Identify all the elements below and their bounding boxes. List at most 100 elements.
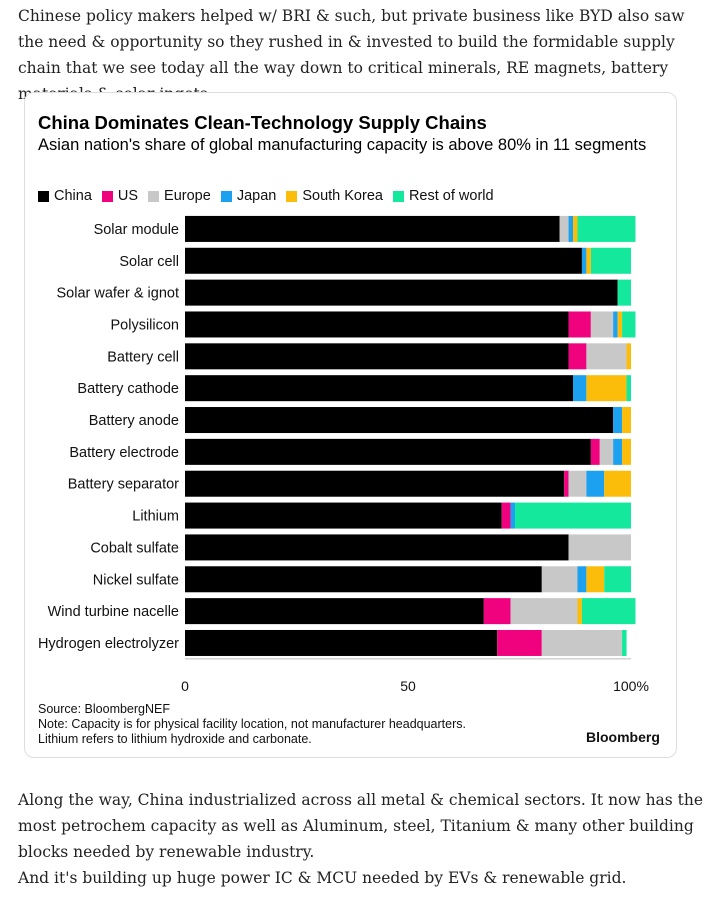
bar-segment bbox=[617, 279, 631, 306]
outro-line: And it's building up huge power IC & MCU… bbox=[18, 869, 627, 887]
bar-segment bbox=[573, 215, 578, 242]
bar-segment bbox=[185, 470, 565, 497]
category-label: Battery cell bbox=[107, 349, 179, 365]
bar-segment bbox=[185, 534, 569, 561]
bar-segment bbox=[590, 247, 631, 274]
bar-segment bbox=[622, 438, 631, 465]
bar-segment bbox=[577, 215, 636, 242]
bar-segment bbox=[564, 470, 569, 497]
source-note: Source: BloombergNEF bbox=[38, 702, 171, 716]
bar-segment bbox=[626, 375, 631, 402]
bar-segment bbox=[622, 311, 636, 338]
bar-segment bbox=[559, 215, 569, 242]
chart-subtitle: Asian nation's share of global manufactu… bbox=[38, 136, 647, 154]
legend-swatch bbox=[38, 190, 49, 202]
legend-swatch bbox=[220, 190, 232, 202]
bar-segment bbox=[599, 438, 614, 465]
bar-segment bbox=[617, 311, 623, 338]
category-label: Hydrogen electrolyzer bbox=[38, 636, 179, 652]
legend-label: Rest of world bbox=[408, 188, 494, 204]
category-label: Solar cell bbox=[119, 254, 179, 270]
category-label: Battery cathode bbox=[77, 381, 179, 397]
legend-item: Rest of world bbox=[392, 188, 494, 204]
legend-label: Japan bbox=[236, 188, 277, 204]
bar-segment bbox=[568, 470, 587, 497]
bar-segment bbox=[586, 375, 627, 402]
category-label: Polysilicon bbox=[111, 317, 180, 333]
bar-segment bbox=[185, 438, 591, 465]
legend-swatch bbox=[148, 190, 160, 202]
x-tick-label: 0 bbox=[181, 678, 189, 694]
bar-segment bbox=[185, 566, 542, 593]
bar-segment bbox=[613, 407, 623, 434]
bar-segment bbox=[185, 215, 560, 242]
bar-segment bbox=[185, 343, 569, 370]
category-label: Cobalt sulfate bbox=[90, 540, 179, 556]
bar-chart: Solar module Solar cell Solar wafer & igno… bbox=[38, 215, 649, 694]
legend-label: Europe bbox=[164, 188, 211, 204]
outro-paragraph: Along the way, China industrialized acro… bbox=[18, 787, 708, 891]
bar-segment bbox=[586, 470, 605, 497]
legend-swatch bbox=[392, 190, 404, 202]
bar-segment bbox=[497, 629, 542, 656]
bar-segment bbox=[581, 598, 636, 625]
bar-segment bbox=[185, 502, 502, 529]
bar-segment bbox=[590, 311, 614, 338]
bar-segment bbox=[501, 502, 511, 529]
bar-segment bbox=[590, 438, 600, 465]
chart-card: China Dominates Clean-Technology Supply … bbox=[24, 92, 677, 758]
bar-segment bbox=[185, 375, 574, 402]
bloomberg-logo: Bloomberg bbox=[586, 729, 660, 745]
chart-legend: China US Europe Japan South Korea Rest of wor… bbox=[38, 188, 504, 204]
category-label: Battery electrode bbox=[69, 445, 179, 461]
legend-item: US bbox=[101, 188, 138, 204]
legend-label: China bbox=[54, 188, 92, 204]
legend-item: China bbox=[38, 188, 92, 204]
x-tick-label: 50 bbox=[400, 678, 416, 694]
bar-segment bbox=[185, 629, 498, 656]
legend-item: Europe bbox=[148, 188, 211, 204]
bar-segment bbox=[626, 343, 631, 370]
bar-segment bbox=[185, 407, 614, 434]
legend-item: South Korea bbox=[286, 188, 383, 204]
capacity-note: Note: Capacity is for physical facility … bbox=[38, 717, 466, 731]
bar-segment bbox=[515, 502, 631, 529]
bar-segment bbox=[568, 343, 587, 370]
bar-segment bbox=[613, 438, 623, 465]
bar-segment bbox=[581, 247, 587, 274]
bar-segment bbox=[568, 311, 591, 338]
bar-segment bbox=[586, 566, 605, 593]
legend-label: South Korea bbox=[302, 188, 383, 204]
chart-title: China Dominates Clean-Technology Supply … bbox=[38, 112, 487, 133]
bar-segment bbox=[604, 470, 631, 497]
category-label: Lithium bbox=[132, 509, 179, 525]
bar-segment bbox=[586, 343, 627, 370]
bar-segment bbox=[185, 598, 484, 625]
bar-segment bbox=[541, 629, 623, 656]
category-label: Battery anode bbox=[89, 413, 179, 429]
bar-segment bbox=[577, 598, 582, 625]
bar-segment bbox=[604, 566, 631, 593]
bar-segment bbox=[577, 566, 587, 593]
bar-segment bbox=[613, 311, 618, 338]
x-tick-label: 100% bbox=[613, 678, 649, 694]
bar-segment bbox=[185, 311, 569, 338]
legend-swatch bbox=[286, 190, 298, 202]
bar-segment bbox=[573, 375, 587, 402]
chart-footer: Source: BloombergNEF Note: Capacity is f… bbox=[38, 702, 466, 747]
bar-segment bbox=[568, 215, 574, 242]
bar-segment bbox=[586, 247, 591, 274]
legend-swatch bbox=[101, 190, 113, 202]
bar-segment bbox=[541, 566, 578, 593]
bar-segment bbox=[483, 598, 511, 625]
bar-segment bbox=[568, 534, 631, 561]
bar-segment bbox=[622, 629, 627, 656]
bar-segment bbox=[510, 598, 578, 625]
lithium-note: Lithium refers to lithium hydroxide and … bbox=[38, 732, 312, 746]
bar-segment bbox=[185, 279, 618, 306]
bar-segment bbox=[185, 247, 582, 274]
bar-segment bbox=[622, 407, 631, 434]
outro-line: Along the way, China industrialized acro… bbox=[18, 791, 704, 861]
category-label: Solar wafer & ignot bbox=[56, 286, 179, 302]
category-label: Wind turbine nacelle bbox=[48, 604, 179, 620]
